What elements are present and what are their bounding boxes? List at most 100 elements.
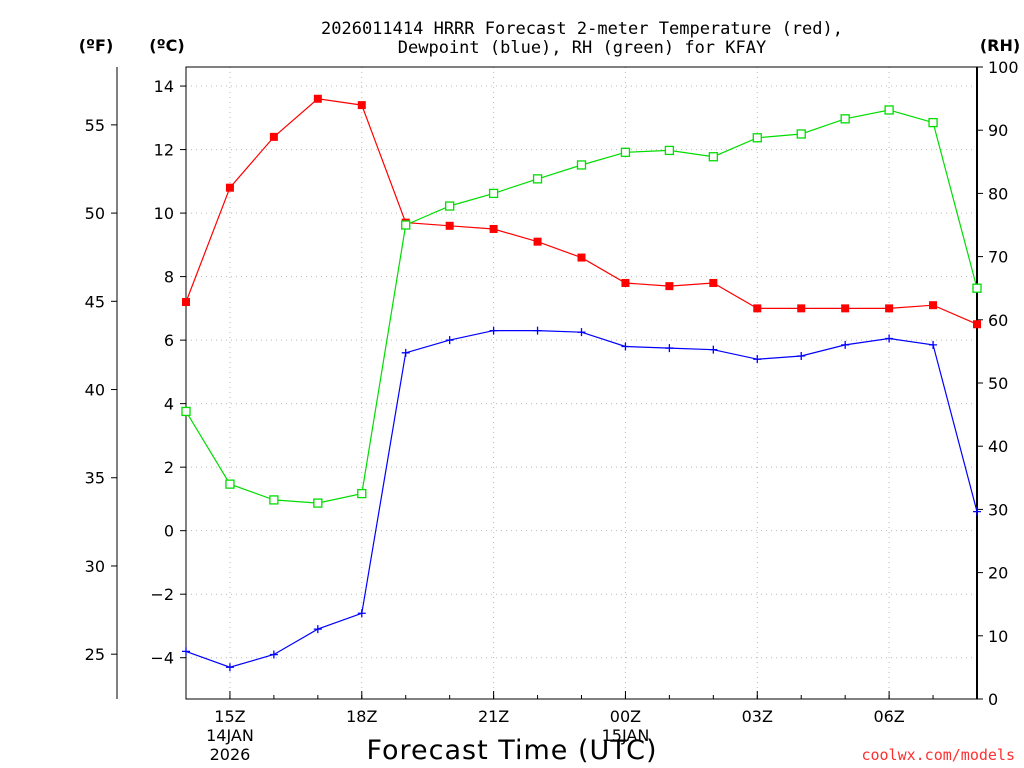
temperature-point <box>929 301 938 310</box>
temperature-point <box>973 320 981 329</box>
celsius-tick-label: 14 <box>154 77 174 96</box>
rh-point <box>181 406 191 417</box>
celsius-tick-label: 8 <box>164 268 174 287</box>
dewpoint-point <box>709 345 718 354</box>
fahrenheit-tick-label: 35 <box>85 469 105 488</box>
fahrenheit-tick-label: 55 <box>85 116 105 135</box>
x-tick-date-label: 14JAN <box>206 726 254 745</box>
temperature-point <box>885 304 894 313</box>
rh-point <box>620 147 631 157</box>
grid-lines <box>186 67 977 699</box>
temperature-point <box>753 304 762 313</box>
dewpoint-point <box>841 340 850 349</box>
celsius-tick-label: 12 <box>154 141 174 160</box>
celsius-tick-label: 10 <box>154 204 174 223</box>
rh-point <box>576 160 587 170</box>
celsius-tick-label: 4 <box>164 395 174 414</box>
temperature-point <box>533 237 542 246</box>
rh-tick-label: 40 <box>988 437 1008 456</box>
x-tick-year-label: 2026 <box>210 745 251 764</box>
dewpoint-point <box>313 625 322 634</box>
rh-tick-label: 70 <box>988 248 1008 267</box>
x-tick-label: 03Z <box>742 707 773 726</box>
rh-point <box>752 133 762 143</box>
rh-tick-label: 80 <box>988 184 1008 203</box>
rh-point <box>708 152 718 162</box>
temperature-point <box>577 253 586 262</box>
rh-unit-label: (RH) <box>980 36 1020 55</box>
rh-point <box>357 488 367 499</box>
rh-tick-label: 60 <box>988 311 1008 330</box>
celsius-tick-label: 6 <box>164 331 174 350</box>
dewpoint-point <box>929 340 938 349</box>
dewpoint-point <box>665 344 674 353</box>
dewpoint-point <box>577 328 586 337</box>
dewpoint-point <box>973 507 981 516</box>
rh-point <box>840 114 850 124</box>
rh-tick-label: 100 <box>988 58 1019 77</box>
chart-title-line1: 2026011414 HRRR Forecast 2-meter Tempera… <box>321 19 843 39</box>
dewpoint-point <box>401 348 410 357</box>
dewpoint-point <box>489 326 498 335</box>
dewpoint-point <box>797 352 806 361</box>
rh-tick-label: 50 <box>988 374 1008 393</box>
x-tick-label: 18Z <box>346 707 377 726</box>
temperature-point <box>489 224 498 233</box>
fahrenheit-tick-label: 25 <box>85 645 105 664</box>
x-tick-label: 21Z <box>478 707 509 726</box>
fahrenheit-unit-label: (ºF) <box>79 36 114 55</box>
x-tick-label: 15Z <box>214 707 245 726</box>
x-tick-label: 00Z <box>610 707 641 726</box>
temperature-point <box>225 183 234 192</box>
x-tick-date-label: 15JAN <box>602 726 650 745</box>
celsius-tick-label: −2 <box>150 585 174 604</box>
rh-point <box>313 498 323 508</box>
fahrenheit-tick-label: 40 <box>85 381 105 400</box>
rh-point <box>401 220 411 230</box>
rh-point <box>532 174 543 184</box>
rh-point <box>972 283 982 293</box>
axes: −4 −2 0 2 4 6 8 10 12 14 25 30 35 40 45 50 55 0 10 20 30 40 50… <box>85 58 1019 764</box>
rh-point <box>225 479 235 489</box>
rh-point <box>488 188 499 199</box>
celsius-tick-label: 0 <box>164 522 174 541</box>
temperature-point <box>797 304 806 313</box>
dewpoint-point <box>621 342 630 351</box>
rh-point <box>664 145 675 156</box>
rh-point <box>796 129 806 139</box>
x-axis-title: Forecast Time (UTC) <box>366 735 657 766</box>
fahrenheit-tick-label: 30 <box>85 557 105 576</box>
temperature-point <box>841 304 850 313</box>
dewpoint-point <box>753 355 762 364</box>
temperature-point <box>665 282 674 291</box>
dewpoint-point <box>533 326 542 335</box>
dewpoint-point <box>885 334 894 343</box>
dewpoint-point <box>269 650 278 659</box>
celsius-unit-label: (ºC) <box>149 36 184 55</box>
temperature-point <box>269 132 278 141</box>
temperature-point <box>357 101 366 110</box>
rh-tick-label: 30 <box>988 500 1008 519</box>
rh-tick-label: 10 <box>988 627 1008 646</box>
temperature-point <box>182 298 190 307</box>
celsius-tick-label: −4 <box>150 649 174 668</box>
temperature-point <box>709 278 718 287</box>
fahrenheit-tick-label: 45 <box>85 292 105 311</box>
rh-point <box>884 105 894 115</box>
x-tick-label: 06Z <box>873 707 904 726</box>
fahrenheit-tick-label: 50 <box>85 204 105 223</box>
dewpoint-point <box>182 647 190 656</box>
chart-title-line2: Dewpoint (blue), RH (green) for KFAY <box>398 38 766 58</box>
rh-tick-label: 0 <box>988 690 998 709</box>
celsius-tick-label: 2 <box>164 458 174 477</box>
temperature-point <box>445 221 454 230</box>
rh-point <box>928 117 938 128</box>
rh-tick-label: 20 <box>988 564 1008 583</box>
temperature-point <box>621 278 630 287</box>
rh-point <box>445 201 455 211</box>
data-series <box>181 94 982 672</box>
rh-point <box>269 495 279 505</box>
dewpoint-point <box>357 609 366 618</box>
dewpoint-point <box>445 336 454 345</box>
